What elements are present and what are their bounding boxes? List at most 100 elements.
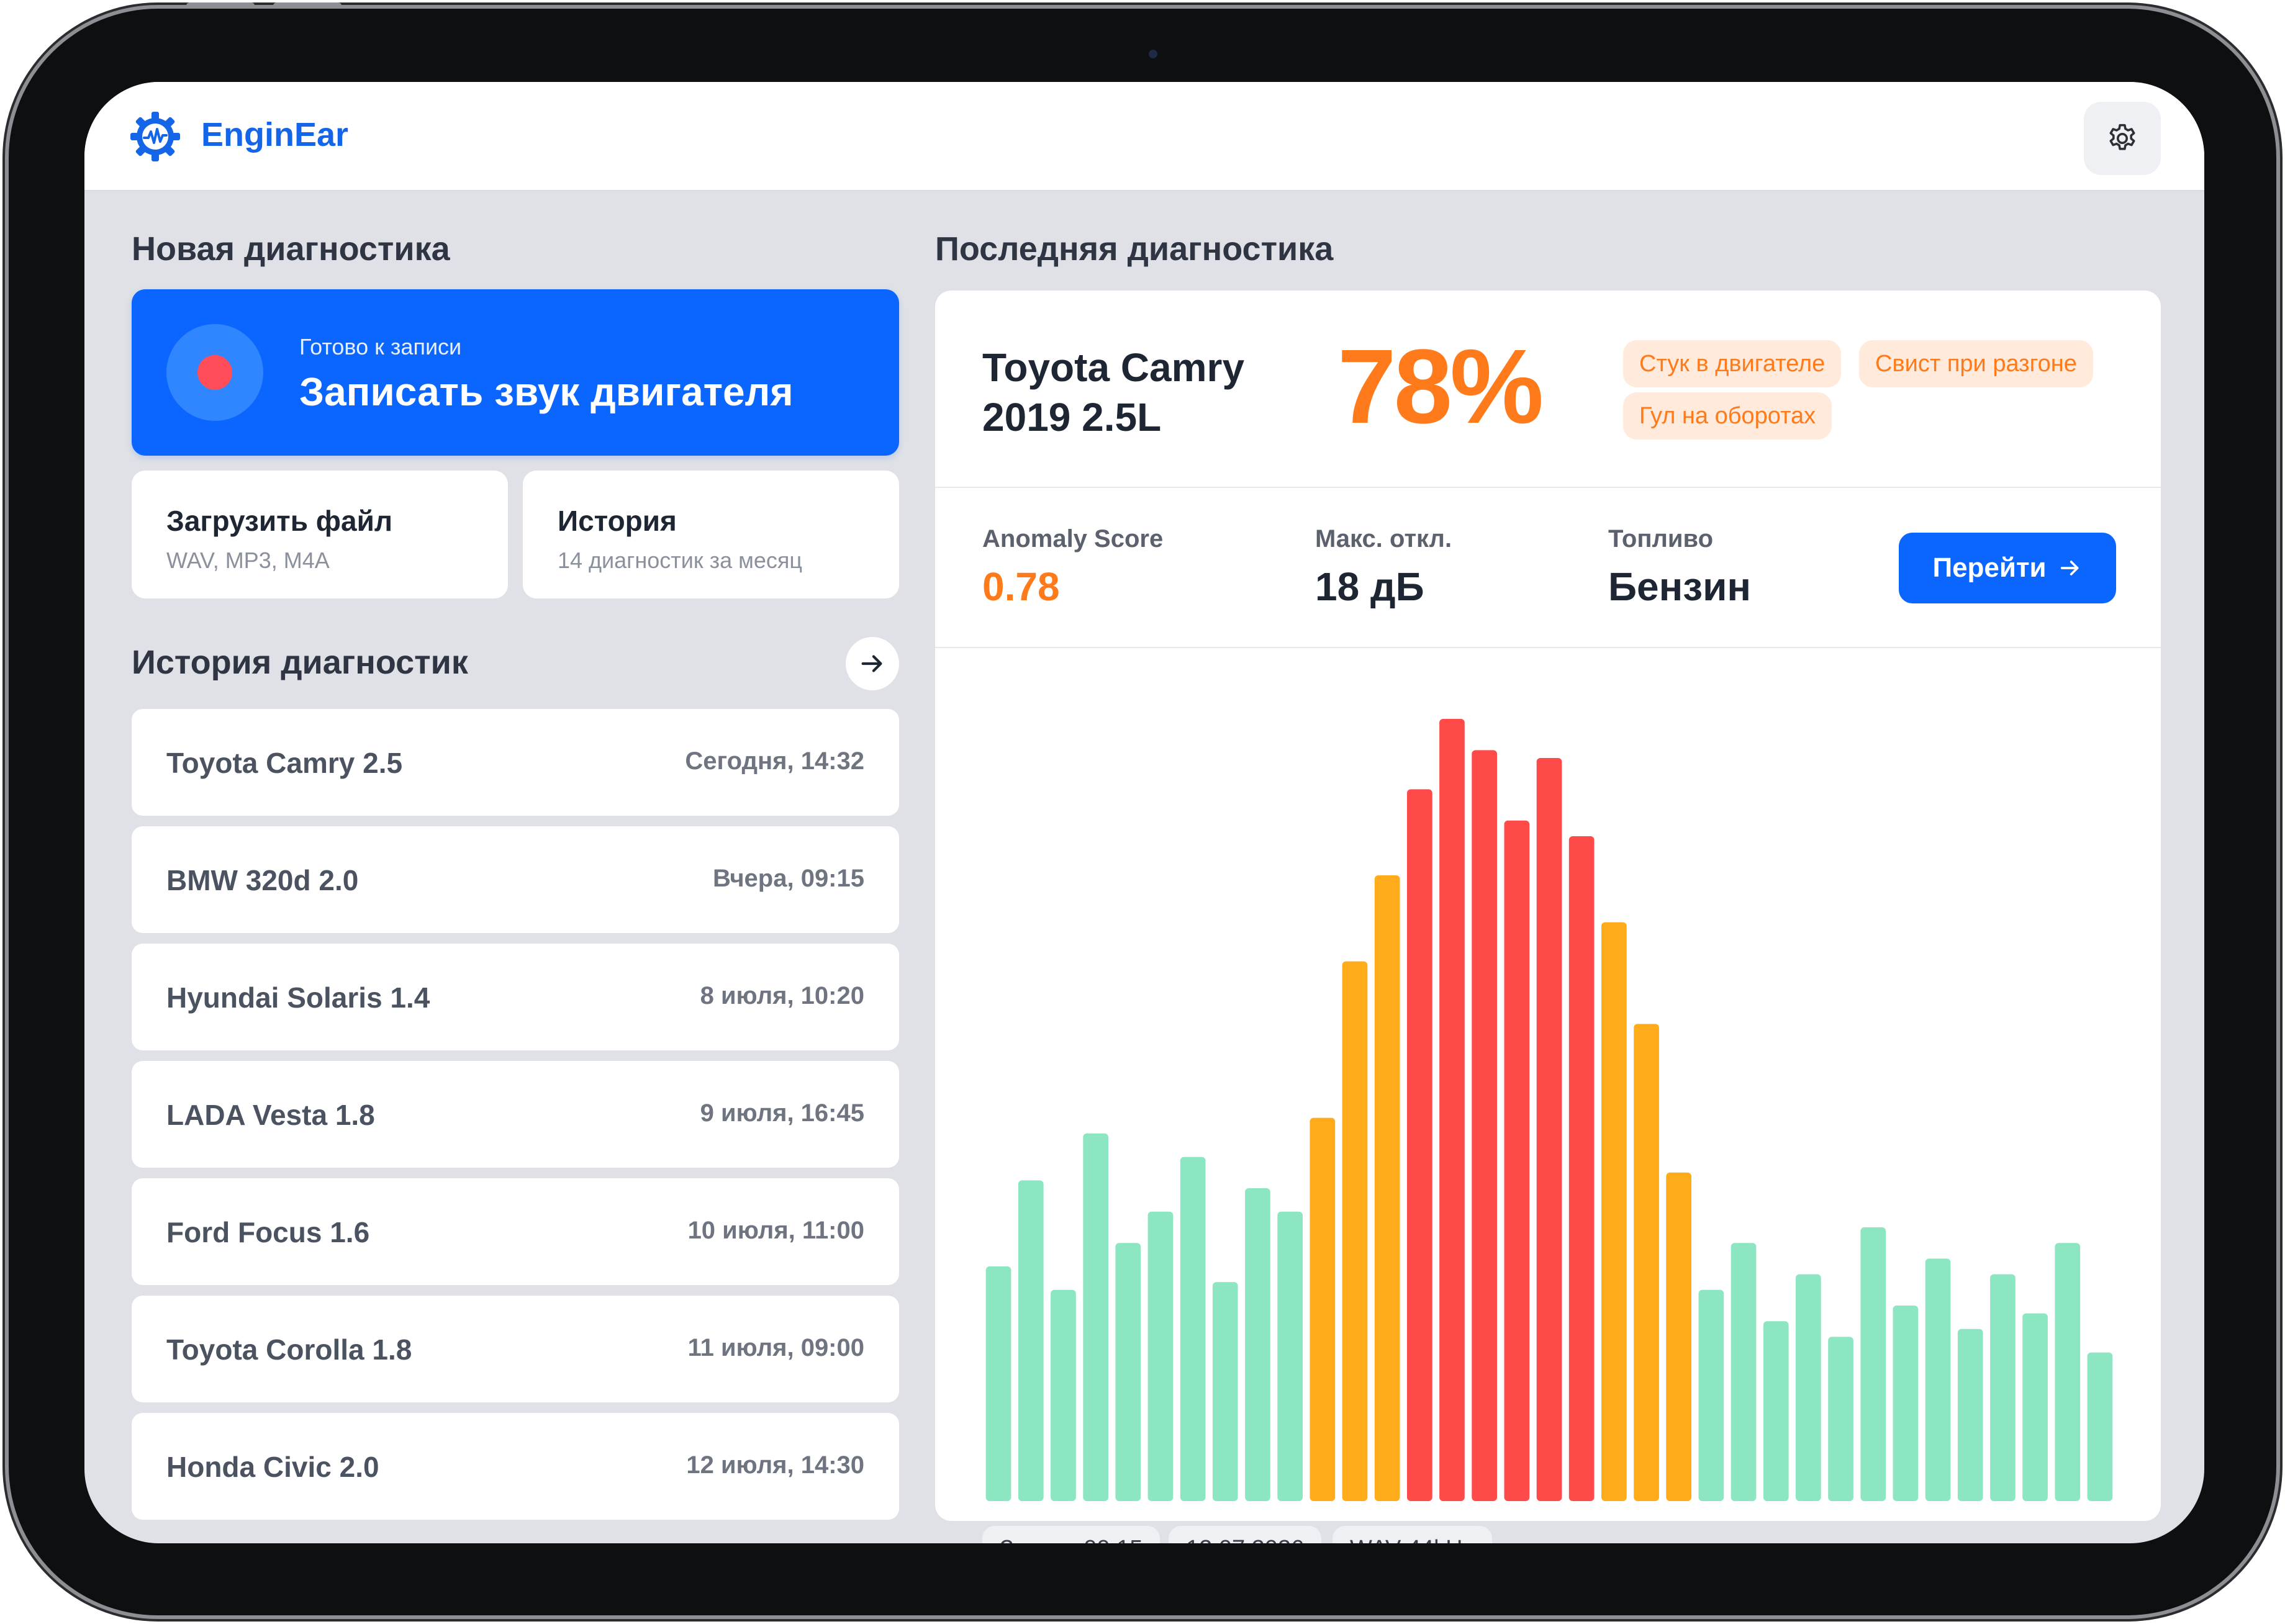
go-button-label: Перейти — [1932, 553, 2047, 583]
history-car: Hyundai Solaris 1.4 — [166, 981, 430, 1014]
spectrum-bar — [1828, 1337, 1853, 1501]
volume-button — [186, 2, 255, 9]
spectrum-bar — [1147, 1211, 1174, 1501]
history-car: Toyota Corolla 1.8 — [166, 1333, 412, 1366]
history-date: 12 июля, 14:30 — [686, 1451, 864, 1479]
history-card-count: 14 диагностик за месяц — [558, 548, 802, 573]
spectrum-bar — [2087, 1352, 2113, 1501]
issue-tag: Стук в двигателе — [1623, 340, 1842, 387]
spectrum-bar — [1536, 758, 1562, 1501]
diagnostic-car: Toyota Camry 2019 2.5L — [982, 343, 1244, 442]
volume-button — [273, 2, 342, 9]
history-row[interactable]: Honda Civic 2.0 12 июля, 14:30 — [132, 1413, 899, 1520]
last-diagnostic-title: Последняя диагностика — [935, 230, 1334, 268]
history-row[interactable]: LADA Vesta 1.8 9 июля, 16:45 — [132, 1061, 899, 1168]
go-to-diagnostic-button[interactable]: Перейти — [1899, 533, 2116, 603]
spectrum-bar — [1860, 1227, 1886, 1501]
spectrum-bar — [1245, 1188, 1270, 1501]
anomaly-percent: 78% — [1337, 328, 1544, 446]
anomaly-score-value: 0.78 — [982, 564, 1060, 609]
fuel-value: Бензин — [1608, 564, 1752, 609]
arrow-right-icon — [2060, 561, 2079, 575]
spectrum-bar — [1407, 789, 1432, 1501]
issue-tag: Гул на оборотах — [1623, 392, 1832, 440]
gear-icon — [2109, 124, 2135, 150]
new-diagnostic-title: Новая диагностика — [132, 230, 450, 268]
history-open-button[interactable] — [846, 637, 899, 690]
spectrum-bar — [1893, 1306, 1919, 1501]
spectrum-bar — [1731, 1243, 1757, 1501]
metric-label: Топливо — [1608, 525, 1714, 553]
history-row[interactable]: Hyundai Solaris 1.4 8 июля, 10:20 — [132, 944, 899, 1050]
spectrum-bar — [1957, 1329, 1983, 1501]
history-row[interactable]: Toyota Camry 2.5 Сегодня, 14:32 — [132, 709, 899, 816]
spectrum-bar — [1666, 1172, 1691, 1501]
app-name: EnginEar — [201, 116, 349, 153]
history-car: Ford Focus 1.6 — [166, 1216, 370, 1248]
history-row[interactable]: BMW 320d 2.0 Вчера, 09:15 — [132, 826, 899, 933]
app-screen: EnginEar Новая диагностика Готово к запи… — [84, 82, 2204, 1543]
spectrum-bar — [1925, 1258, 1951, 1501]
upload-formats: WAV, MP3, M4A — [166, 548, 330, 573]
spectrum-bar — [1212, 1282, 1238, 1501]
record-engine-sound-button[interactable]: Готово к записи Записать звук двигателя — [132, 289, 899, 456]
spectrum-bar-chart — [985, 719, 2113, 1501]
arrow-right-icon — [861, 655, 882, 672]
settings-button[interactable] — [2084, 102, 2161, 175]
history-card-title: История — [558, 505, 677, 537]
spectrum-bar — [2022, 1313, 2048, 1501]
divider — [935, 647, 2161, 648]
spectrum-bar — [1277, 1211, 1303, 1501]
last-diagnostic-panel: Toyota Camry 2019 2.5L 78% Стук в двигат… — [935, 291, 2161, 1543]
record-icon — [166, 324, 263, 421]
spectrum-bar — [1310, 1117, 1336, 1501]
spectrum-bar — [1634, 1024, 1659, 1501]
record-label: Записать звук двигателя — [299, 369, 794, 414]
spectrum-bar — [1568, 836, 1595, 1501]
spectrum-bar — [1698, 1289, 1724, 1501]
diagnostic-car-spec: 2019 2.5L — [982, 395, 1162, 440]
history-row[interactable]: Toyota Corolla 1.8 11 июля, 09:00 — [132, 1296, 899, 1402]
history-date: 8 июля, 10:20 — [700, 982, 864, 1009]
app-header: EnginEar — [84, 82, 2204, 191]
gear-wave-logo-icon — [130, 112, 180, 161]
spectrum-bar — [1083, 1133, 1108, 1501]
max-deviation-value: 18 дБ — [1315, 564, 1424, 609]
recording-format-chip: WAV 44kHz — [1333, 1526, 1492, 1543]
spectrum-bar — [1796, 1274, 1821, 1501]
metric-label: Anomaly Score — [982, 525, 1164, 553]
spectrum-bar — [1504, 820, 1530, 1501]
recording-duration-chip: Запись 00:15 — [982, 1526, 1161, 1543]
divider — [935, 487, 2161, 488]
spectrum-bar — [1342, 961, 1368, 1501]
spectrum-bar — [1180, 1157, 1206, 1501]
spectrum-bar — [1990, 1274, 2016, 1501]
history-car: LADA Vesta 1.8 — [166, 1099, 375, 1131]
spectrum-bar — [1439, 719, 1465, 1501]
diagnostic-car-model: Toyota Camry — [982, 345, 1245, 390]
record-status: Готово к записи — [299, 334, 462, 359]
spectrum-bar — [1051, 1289, 1076, 1501]
history-car: Honda Civic 2.0 — [166, 1451, 379, 1483]
history-date: 10 июля, 11:00 — [687, 1217, 864, 1244]
history-date: Вчера, 09:15 — [712, 865, 864, 892]
camera — [1149, 50, 1157, 58]
history-car: BMW 320d 2.0 — [166, 864, 359, 896]
spectrum-bar — [1601, 922, 1627, 1501]
history-date: 11 июля, 09:00 — [687, 1334, 864, 1361]
history-car: Toyota Camry 2.5 — [166, 747, 403, 779]
recording-date-chip: 12.07.2026 — [1169, 1526, 1322, 1543]
history-title: История диагностик — [132, 644, 468, 681]
history-date: 9 июля, 16:45 — [700, 1099, 864, 1127]
issue-tag: Свист при разгоне — [1859, 340, 2093, 387]
upload-file-button[interactable]: Загрузить файл WAV, MP3, M4A — [132, 471, 508, 598]
spectrum-bar — [985, 1266, 1011, 1501]
spectrum-bar — [1018, 1180, 1044, 1501]
metric-label: Макс. откл. — [1315, 525, 1452, 553]
spectrum-bar — [1763, 1321, 1789, 1501]
upload-title: Загрузить файл — [166, 505, 393, 537]
spectrum-bar — [1472, 750, 1497, 1501]
history-row[interactable]: Ford Focus 1.6 10 июля, 11:00 — [132, 1178, 899, 1285]
spectrum-bar — [1374, 875, 1400, 1501]
history-button[interactable]: История 14 диагностик за месяц — [523, 471, 899, 598]
